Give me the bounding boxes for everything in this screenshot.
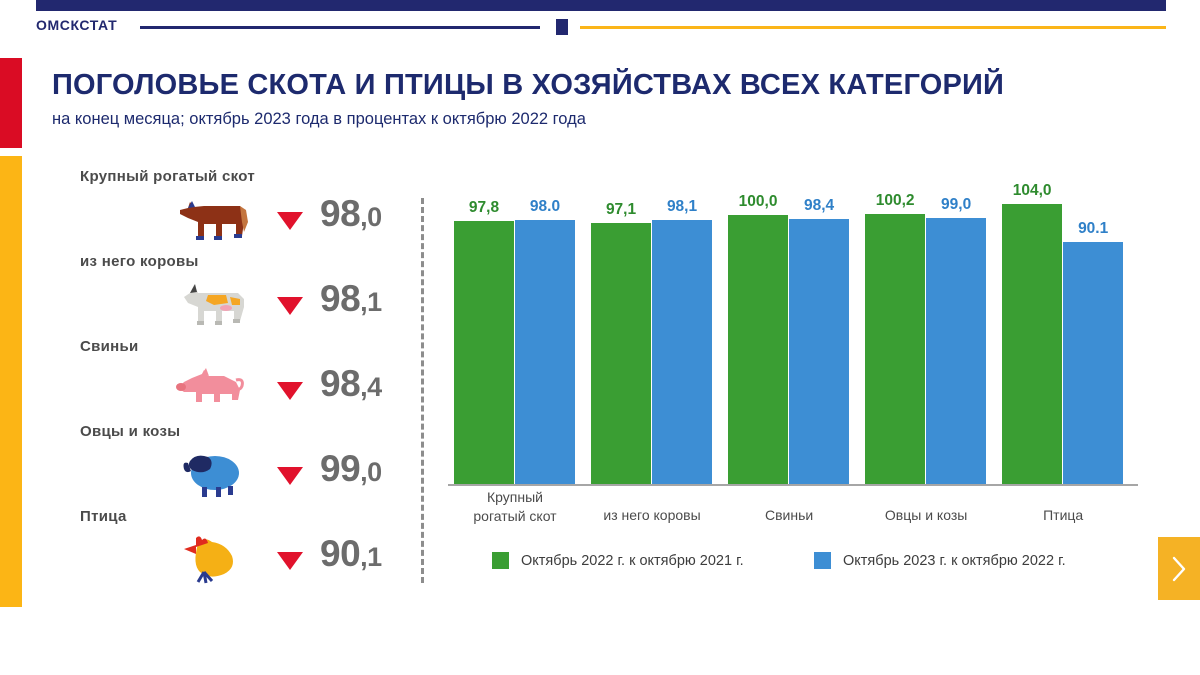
bar-value-label: 99,0: [941, 195, 972, 213]
legend-swatch-blue: [814, 552, 831, 569]
chart-legend: Октябрь 2022 г. к октябрю 2021 г. Октябр…: [448, 552, 1138, 578]
summary-value: 98,4: [320, 363, 382, 404]
chicken-icon: [170, 528, 254, 586]
next-slide-button[interactable]: [1158, 537, 1200, 600]
bar-series-1[interactable]: [789, 219, 850, 484]
brand-square-marker: [556, 19, 568, 35]
bar-group: 100,2 99,0: [863, 192, 989, 484]
chevron-right-icon: [1172, 556, 1186, 581]
summary-value: 90,1: [320, 533, 382, 574]
bar-series-0[interactable]: [591, 222, 652, 484]
bar-value-label: 100,0: [738, 192, 778, 210]
trend-down-icon: [277, 552, 303, 570]
legend-label: Октябрь 2023 г. к октябрю 2022 г.: [843, 552, 1066, 569]
x-tick-label: Крупный рогатый скот: [473, 489, 557, 524]
bar-value-label: 97,1: [605, 200, 637, 218]
x-tick-label: Птица: [1043, 507, 1084, 523]
legend-item-series-1[interactable]: Октябрь 2023 г. к октябрю 2022 г.: [814, 552, 1066, 569]
list-item: Свиньи 98,4: [52, 338, 414, 423]
chart-plot-area: 97,8 98.0 97,1 98,1 100,0 98,4 100,2 99,0 104,0 9…: [448, 182, 1138, 484]
bar-group: 97,8 98.0: [452, 196, 578, 484]
x-tick-label: Овцы и козы: [884, 507, 968, 523]
summary-value: 98,1: [320, 278, 382, 319]
summary-label: из него коровы: [80, 253, 199, 270]
trend-down-icon: [277, 382, 303, 400]
cow-icon: [170, 188, 254, 246]
trend-down-icon: [277, 297, 303, 315]
legend-swatch-green: [492, 552, 509, 569]
bar-series-0[interactable]: [728, 214, 789, 484]
list-item: из него коровы 98,1: [52, 253, 414, 338]
list-item: Крупный рогатый скот 98,0: [52, 168, 414, 253]
panel-divider: [421, 198, 424, 583]
bar-group: 104,0 90.1: [1000, 182, 1126, 484]
summary-label: Птица: [80, 508, 127, 525]
summary-label: Свиньи: [80, 338, 139, 355]
page-subtitle: на конец месяца; октябрь 2023 года в про…: [52, 110, 586, 128]
sheep-icon: [170, 443, 254, 501]
list-item: Овцы и козы 99,0: [52, 423, 414, 508]
brand-rule-navy: [140, 26, 540, 29]
summary-label: Овцы и козы: [80, 423, 181, 440]
page-title: ПОГОЛОВЬЕ СКОТА И ПТИЦЫ В ХОЗЯЙСТВАХ ВСЕ…: [52, 69, 1005, 101]
dairy-cow-icon: [170, 273, 254, 331]
bar-series-1[interactable]: [926, 217, 987, 484]
accent-bar-red: [0, 58, 22, 148]
brand-rule-yellow: [580, 26, 1166, 29]
summary-value: 98,0: [320, 193, 382, 234]
chart-x-axis: [448, 484, 1138, 486]
bar-value-label: 90.1: [1078, 219, 1109, 237]
bar-series-0[interactable]: [865, 214, 926, 484]
brand-label: ОМСКСТАТ: [36, 17, 118, 33]
bar-group: 97,1 98,1: [589, 196, 715, 484]
bar-value-label: 97,8: [468, 198, 500, 216]
summary-list: Крупный рогатый скот 98,0 из него коровы: [52, 168, 414, 593]
bar-series-1[interactable]: [1063, 241, 1124, 484]
bar-series-1[interactable]: [515, 220, 575, 484]
summary-label: Крупный рогатый скот: [80, 168, 256, 185]
trend-down-icon: [277, 212, 303, 230]
pig-icon: [170, 358, 254, 416]
bar-value-label: 98,1: [666, 197, 698, 215]
list-item: Птица 90,1: [52, 508, 414, 593]
x-tick-label: Свиньи: [764, 507, 814, 523]
trend-down-icon: [277, 467, 303, 485]
x-tick-label: из него коровы: [603, 507, 701, 523]
bar-series-1[interactable]: [652, 219, 713, 484]
accent-bar-yellow: [0, 156, 22, 607]
bar-group: 100,0 98,4: [726, 193, 852, 484]
bar-value-label: 104,0: [1012, 182, 1052, 200]
bar-series-0[interactable]: [1002, 204, 1063, 484]
bar-value-label: 100,2: [875, 192, 915, 210]
bar-value-label: 98,4: [803, 197, 835, 215]
legend-label: Октябрь 2022 г. к октябрю 2021 г.: [521, 552, 744, 569]
bar-value-label: 98.0: [529, 198, 561, 216]
bar-series-0[interactable]: [454, 220, 514, 484]
legend-item-series-0[interactable]: Октябрь 2022 г. к октябрю 2021 г.: [492, 552, 744, 569]
chart-x-tick-labels: Крупный рогатый скот из него коровы Свиньи О…: [448, 488, 1138, 536]
top-navy-bar: [36, 0, 1166, 11]
summary-value: 99,0: [320, 448, 382, 489]
bar-chart: 97,8 98.0 97,1 98,1 100,0 98,4 100,2 99,0 104,0 9…: [448, 182, 1138, 496]
